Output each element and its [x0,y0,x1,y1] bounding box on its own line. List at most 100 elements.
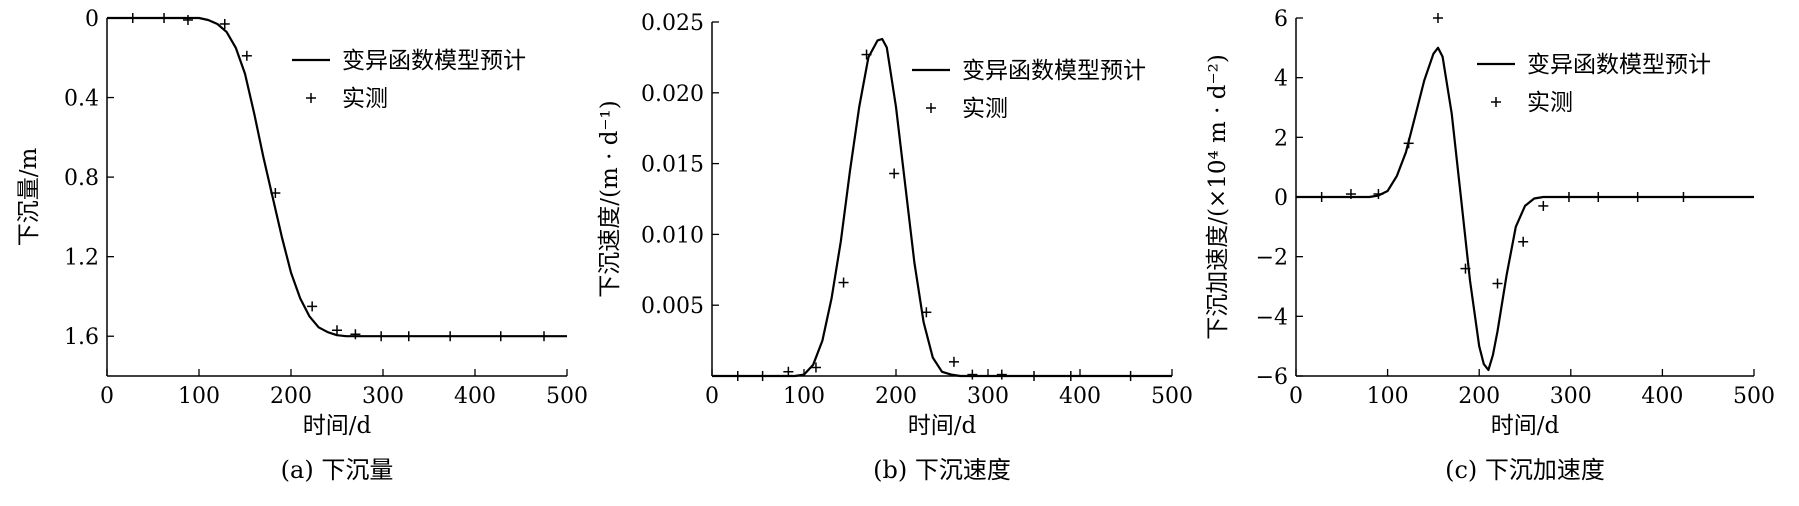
x-axis-label: 时间/d [908,413,977,439]
data-point-measured [1632,192,1643,202]
data-point-measured [996,369,1007,380]
data-point-measured [350,329,361,340]
data-point-measured [376,331,387,342]
y-tick-label: 0.4 [64,87,99,112]
data-point-measured [127,13,138,23]
x-axis-label: 时间/d [1491,413,1560,439]
data-point-measured [1065,371,1076,381]
data-point-measured [838,277,849,288]
y-tick-label: 0.8 [64,166,99,191]
y-tick-label: 1.6 [64,325,99,350]
data-point-measured [1125,371,1136,381]
x-tick-label: 0 [1289,384,1303,409]
data-point-measured [948,356,959,367]
x-tick-label: 200 [270,384,312,409]
y-tick-label: 0.020 [641,82,704,107]
x-tick-label: 0 [100,384,114,409]
x-tick-label: 100 [178,384,220,409]
y-tick-label: 0.005 [641,294,704,319]
x-tick-label: 300 [1550,384,1592,409]
x-tick-label: 100 [783,384,825,409]
x-tick-label: 200 [1458,384,1500,409]
y-axis-label: 下沉速度/(m · d⁻¹) [597,100,623,298]
data-point-measured [1460,263,1471,274]
x-tick-label: 500 [546,384,588,409]
data-point-measured [921,307,932,318]
data-point-measured [241,50,252,61]
data-point-measured [1492,278,1503,289]
data-point-measured [810,362,821,373]
data-point-measured [307,301,318,312]
x-tick-label: 500 [1151,384,1193,409]
y-axis-label: 下沉量/m [16,148,42,247]
data-point-measured [1563,192,1574,202]
data-point-measured [1593,192,1604,202]
data-point-measured [967,369,978,380]
data-point-measured [182,14,193,25]
series-line-model [107,16,567,338]
data-point-measured [1432,13,1443,23]
data-point-measured [1538,200,1549,211]
data-point-measured [332,325,342,336]
data-point-measured [1678,192,1689,202]
y-tick-label: 0 [85,7,99,32]
chart-panel-2: 0 100 200 300 400 500 0.005 0.010 0.015 0.020 0.02… [597,11,1193,484]
legend-label-measured: 实测 [962,96,1008,122]
data-point-measured [1316,192,1327,202]
x-tick-label: 100 [1367,384,1409,409]
series-line-model [1296,46,1754,372]
y-tick-label: −4 [1256,305,1288,330]
y-tick-label: 0.010 [641,223,704,248]
y-tick-label: 0.025 [641,11,704,36]
data-point-measured [445,331,456,342]
data-point-measured [1029,371,1039,381]
x-tick-label: 300 [362,384,404,409]
y-tick-label: 4 [1274,67,1288,92]
panel-caption: (c) 下沉加速度 [1445,456,1605,484]
data-point-measured [219,18,230,29]
legend-label-model: 变异函数模型预计 [342,48,526,74]
y-tick-label: 0.015 [641,153,704,178]
chart-panel-3: 0 100 200 300 400 500 −6 −4 −2 0 2 4 6 时间/d 下沉加速度/(×10… [1205,7,1775,484]
x-tick-label: 500 [1733,384,1775,409]
y-tick-label: 6 [1274,7,1288,32]
y-tick-label: 2 [1274,126,1288,151]
data-point-measured [1403,138,1414,149]
data-point-measured [861,49,872,60]
data-point-measured [495,331,506,342]
x-tick-label: 300 [967,384,1009,409]
data-point-measured [783,366,794,377]
chart-panel-1: 0 100 200 300 400 500 0 0.4 0.8 1.2 1.6 时间/d 下沉量/m (a… [16,7,588,484]
panel-caption: (b) 下沉速度 [873,456,1011,484]
x-axis-label: 时间/d [303,413,372,439]
y-tick-label: 1.2 [64,246,99,271]
data-point-measured [539,331,549,342]
y-tick-label: −6 [1256,365,1288,390]
x-tick-label: 400 [454,384,496,409]
x-tick-label: 200 [875,384,917,409]
legend-label-measured: 实测 [1527,90,1573,116]
y-axis-label: 下沉加速度/(×10⁴ m · d⁻²) [1205,54,1231,340]
x-tick-label: 400 [1641,384,1683,409]
y-tick-label: 0 [1274,186,1288,211]
data-point-measured [757,371,768,381]
data-point-measured [159,13,170,23]
x-tick-label: 0 [705,384,719,409]
data-point-measured [732,371,743,381]
data-point-measured [1518,236,1529,247]
data-point-measured [270,188,281,199]
data-point-measured [1345,189,1356,200]
legend-label-measured: 实测 [342,86,388,112]
data-point-measured [1373,189,1384,200]
legend-label-model: 变异函数模型预计 [1527,52,1711,78]
y-tick-label: −2 [1256,246,1288,271]
x-tick-label: 400 [1059,384,1101,409]
panel-caption: (a) 下沉量 [281,456,394,484]
data-point-measured [403,331,414,342]
data-point-measured [889,168,900,179]
series-line-model [712,37,1172,378]
